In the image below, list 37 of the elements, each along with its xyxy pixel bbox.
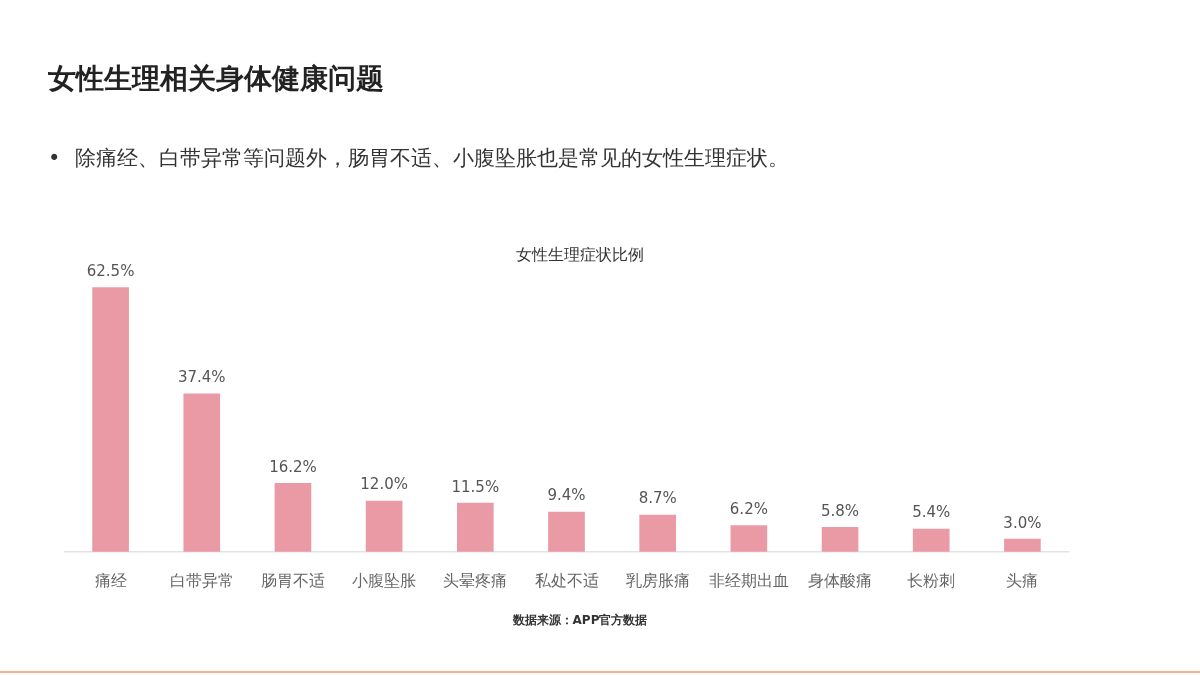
bar [821,526,859,552]
data-label: 9.4% [547,486,586,505]
x-tick-label: 非经期出血 [708,570,789,590]
x-tick-label: 白带异常 [169,570,234,590]
x-tick-label: 头晕疼痛 [443,570,508,590]
bar [912,528,950,552]
text: 女性生理症状比例 [515,245,645,266]
data-label: 6.2% [729,499,768,518]
bar [365,500,403,552]
bar [274,483,312,552]
x-tick-label: 身体酸痛 [808,570,873,590]
x-tick-label: 头痛 [1006,570,1039,590]
x-tick-label: 长粉刺 [907,570,956,590]
x-tick-label: 肠胃不适 [260,570,325,590]
bar [639,514,677,552]
data-label: 37.4% [177,368,226,387]
data-label: 5.8% [820,501,860,520]
chart-subtitle: • 除痛经、白带异常等问题外，肠胃不适、小腹坠胀也是常见的女性生理症状。 [48,145,790,172]
source-note: 数据来源：APP官方数据 [511,612,649,629]
x-tick-label: 私处不适 [534,570,599,590]
data-label: 11.5% [451,477,500,496]
bar [1004,538,1041,552]
chart-title: 女性生理相关身体健康问题 [48,61,384,97]
bar [548,511,585,552]
data-label: 8.7% [638,489,677,508]
x-tick-label: 小腹坠胀 [352,570,417,590]
x-tick-label: 乳房胀痛 [625,570,690,590]
bar [456,502,494,552]
data-label: 16.2% [269,457,317,476]
x-tick-label: 痛经 [94,570,127,590]
bar [183,393,221,552]
data-label: 12.0% [360,475,408,494]
data-label: 5.4% [912,503,951,522]
data-label: 62.5% [86,262,135,281]
data-label: 3.0% [1003,513,1042,532]
bar [92,287,129,552]
bar [730,525,768,552]
